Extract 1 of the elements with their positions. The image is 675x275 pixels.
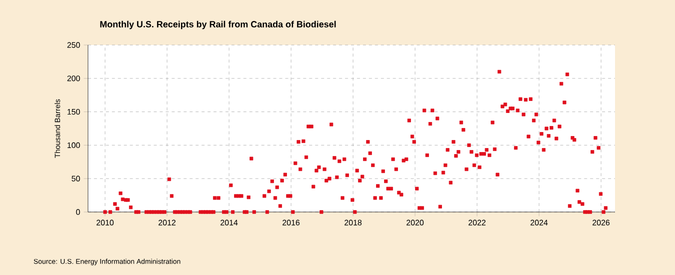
chart-title: Monthly U.S. Receipts by Rail from Canada of Biodiesel [100, 20, 336, 30]
